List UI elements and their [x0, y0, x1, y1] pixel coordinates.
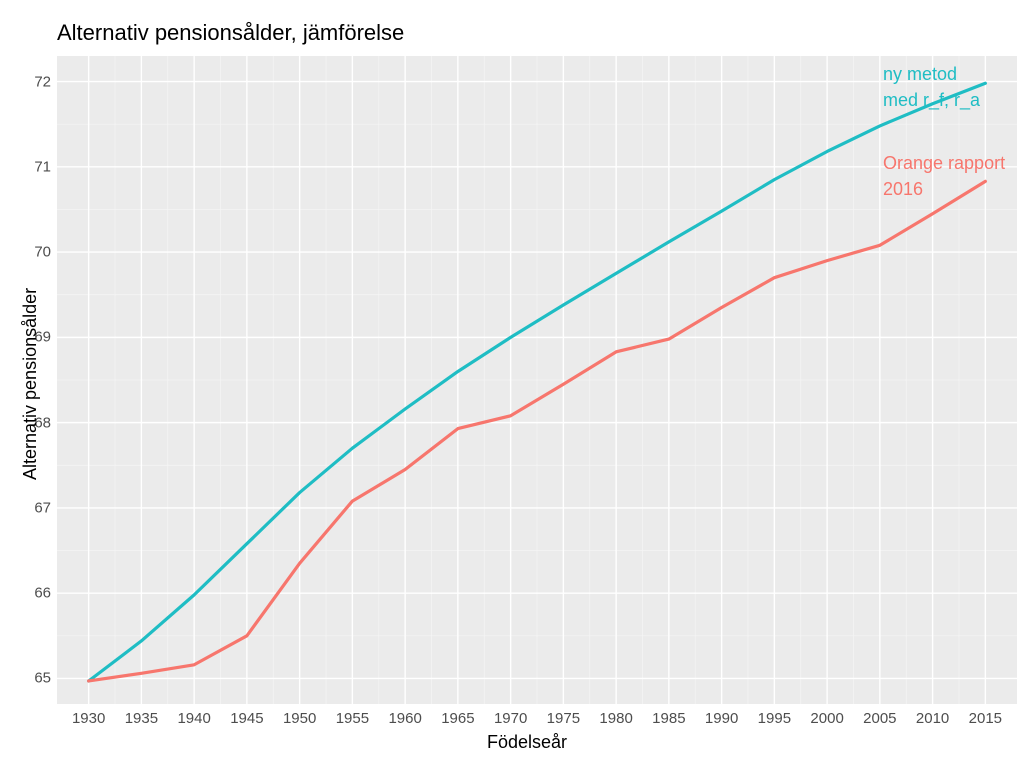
x-tick: 1955 — [336, 710, 369, 727]
series-label-orange_rapport_2016: Orange rapport — [883, 153, 1005, 174]
y-axis-label: Alternativ pensionsålder — [20, 288, 41, 480]
x-axis-label: Födelseår — [487, 732, 567, 753]
y-tick: 65 — [21, 670, 51, 687]
y-tick: 70 — [21, 244, 51, 261]
x-tick: 1940 — [177, 710, 210, 727]
x-tick: 1975 — [547, 710, 580, 727]
x-tick: 2005 — [863, 710, 896, 727]
y-tick: 72 — [21, 73, 51, 90]
x-tick: 1950 — [283, 710, 316, 727]
x-tick: 1970 — [494, 710, 527, 727]
plot-area — [57, 56, 1017, 704]
y-tick: 67 — [21, 499, 51, 516]
x-tick: 2015 — [969, 710, 1002, 727]
series-label-orange_rapport_2016: 2016 — [883, 179, 923, 200]
x-tick: 1980 — [599, 710, 632, 727]
x-tick: 1990 — [705, 710, 738, 727]
x-tick: 1935 — [125, 710, 158, 727]
y-tick: 71 — [21, 158, 51, 175]
x-tick: 1960 — [388, 710, 421, 727]
x-tick: 1945 — [230, 710, 263, 727]
chart-container: Alternativ pensionsålder, jämförelse 193… — [0, 0, 1024, 759]
series-label-ny_metod: ny metod — [883, 64, 957, 85]
x-tick: 1995 — [758, 710, 791, 727]
chart-title: Alternativ pensionsålder, jämförelse — [57, 20, 404, 46]
x-tick: 1985 — [652, 710, 685, 727]
plot-svg — [57, 56, 1017, 704]
x-tick: 1930 — [72, 710, 105, 727]
x-tick: 2000 — [810, 710, 843, 727]
y-tick: 66 — [21, 585, 51, 602]
x-tick: 2010 — [916, 710, 949, 727]
x-tick: 1965 — [441, 710, 474, 727]
series-label-ny_metod: med r_f, r_a — [883, 90, 980, 111]
